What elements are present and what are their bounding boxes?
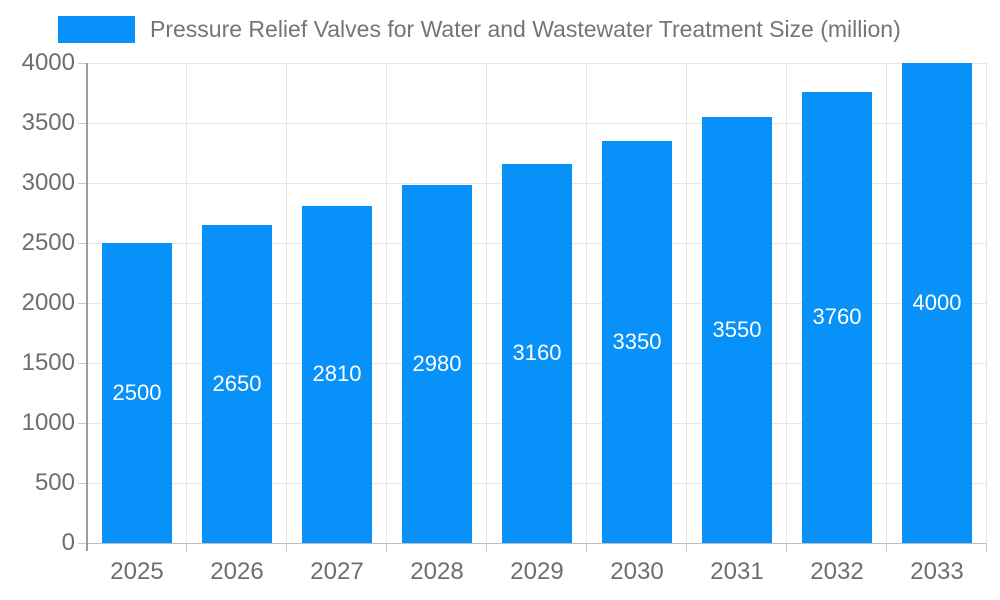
y-axis-label: 500 (34, 469, 75, 496)
y-axis-tick (78, 543, 87, 544)
x-axis-tick (186, 543, 187, 552)
y-axis-tick (78, 243, 87, 244)
y-axis-tick (78, 363, 87, 364)
x-axis-tick (986, 543, 987, 552)
bar-2028[interactable] (402, 185, 472, 543)
bar-value-label: 3550 (712, 317, 762, 342)
x-gridline (186, 63, 187, 543)
bar-value-label: 2500 (112, 380, 162, 405)
x-axis-label: 2031 (710, 558, 764, 585)
y-axis-label: 2500 (21, 229, 75, 256)
y-axis-tick (78, 63, 87, 64)
x-axis-tick (786, 543, 787, 552)
y-axis-label: 0 (61, 529, 75, 556)
y-axis-tick (78, 123, 87, 124)
x-axis-tick (386, 543, 387, 552)
x-axis-line (87, 543, 987, 544)
y-gridline (87, 63, 987, 64)
y-axis-label: 3500 (21, 109, 75, 136)
x-gridline (986, 63, 987, 543)
x-gridline (586, 63, 587, 543)
x-gridline (686, 63, 687, 543)
x-axis-label: 2026 (210, 558, 264, 585)
x-axis-label: 2032 (810, 558, 864, 585)
bar-2033[interactable] (902, 63, 972, 543)
y-axis-label: 3000 (21, 169, 75, 196)
y-axis-tick (78, 423, 87, 424)
x-axis-label: 2027 (310, 558, 364, 585)
legend-label: Pressure Relief Valves for Water and Was… (150, 15, 901, 42)
y-gridline (87, 123, 987, 124)
x-axis-tick (486, 543, 487, 552)
x-axis-tick (886, 543, 887, 552)
y-axis-tick (78, 303, 87, 304)
x-axis-label: 2028 (410, 558, 464, 585)
bar-value-label: 2980 (412, 351, 462, 377)
plot-area: 0 500 1000 1500 2000 2500 3000 3500 4000 2500 2025… (22, 51, 987, 584)
y-axis-label: 1500 (21, 349, 75, 376)
x-axis-tick (286, 543, 287, 552)
bar-2025[interactable] (102, 243, 172, 543)
x-gridline (886, 63, 887, 543)
bar-value-label: 3760 (812, 304, 862, 330)
bar-2026[interactable] (202, 225, 272, 543)
bar-value-label: 2810 (312, 361, 362, 387)
bar-value-label: 4000 (912, 290, 962, 315)
bar-2032[interactable] (802, 91, 872, 543)
x-gridline (486, 63, 487, 543)
bar-2027[interactable] (302, 205, 372, 543)
bar-2029[interactable] (502, 163, 572, 543)
x-axis-label: 2030 (610, 558, 664, 585)
y-axis-label: 4000 (21, 49, 75, 76)
y-axis-label: 1000 (21, 409, 75, 436)
legend-swatch (58, 15, 135, 43)
bar-value-label: 2650 (212, 371, 262, 396)
y-axis-tick (78, 483, 87, 484)
x-gridline (286, 63, 287, 543)
x-axis-label: 2025 (110, 558, 164, 585)
bar-2030[interactable] (602, 141, 672, 543)
y-axis-tick (78, 183, 87, 184)
bar-value-label: 3160 (512, 340, 562, 366)
legend-item[interactable]: Pressure Relief Valves for Water and Was… (58, 14, 901, 44)
x-axis-tick (586, 543, 587, 552)
x-gridline (386, 63, 387, 543)
x-axis-tick (686, 543, 687, 552)
bar-2031[interactable] (702, 117, 772, 543)
x-gridline (786, 63, 787, 543)
y-axis-line (86, 63, 88, 551)
y-axis-label: 2000 (21, 289, 75, 316)
bar-value-label: 3350 (612, 329, 662, 354)
x-axis-label: 2033 (910, 558, 964, 585)
x-axis-label: 2029 (510, 558, 564, 585)
